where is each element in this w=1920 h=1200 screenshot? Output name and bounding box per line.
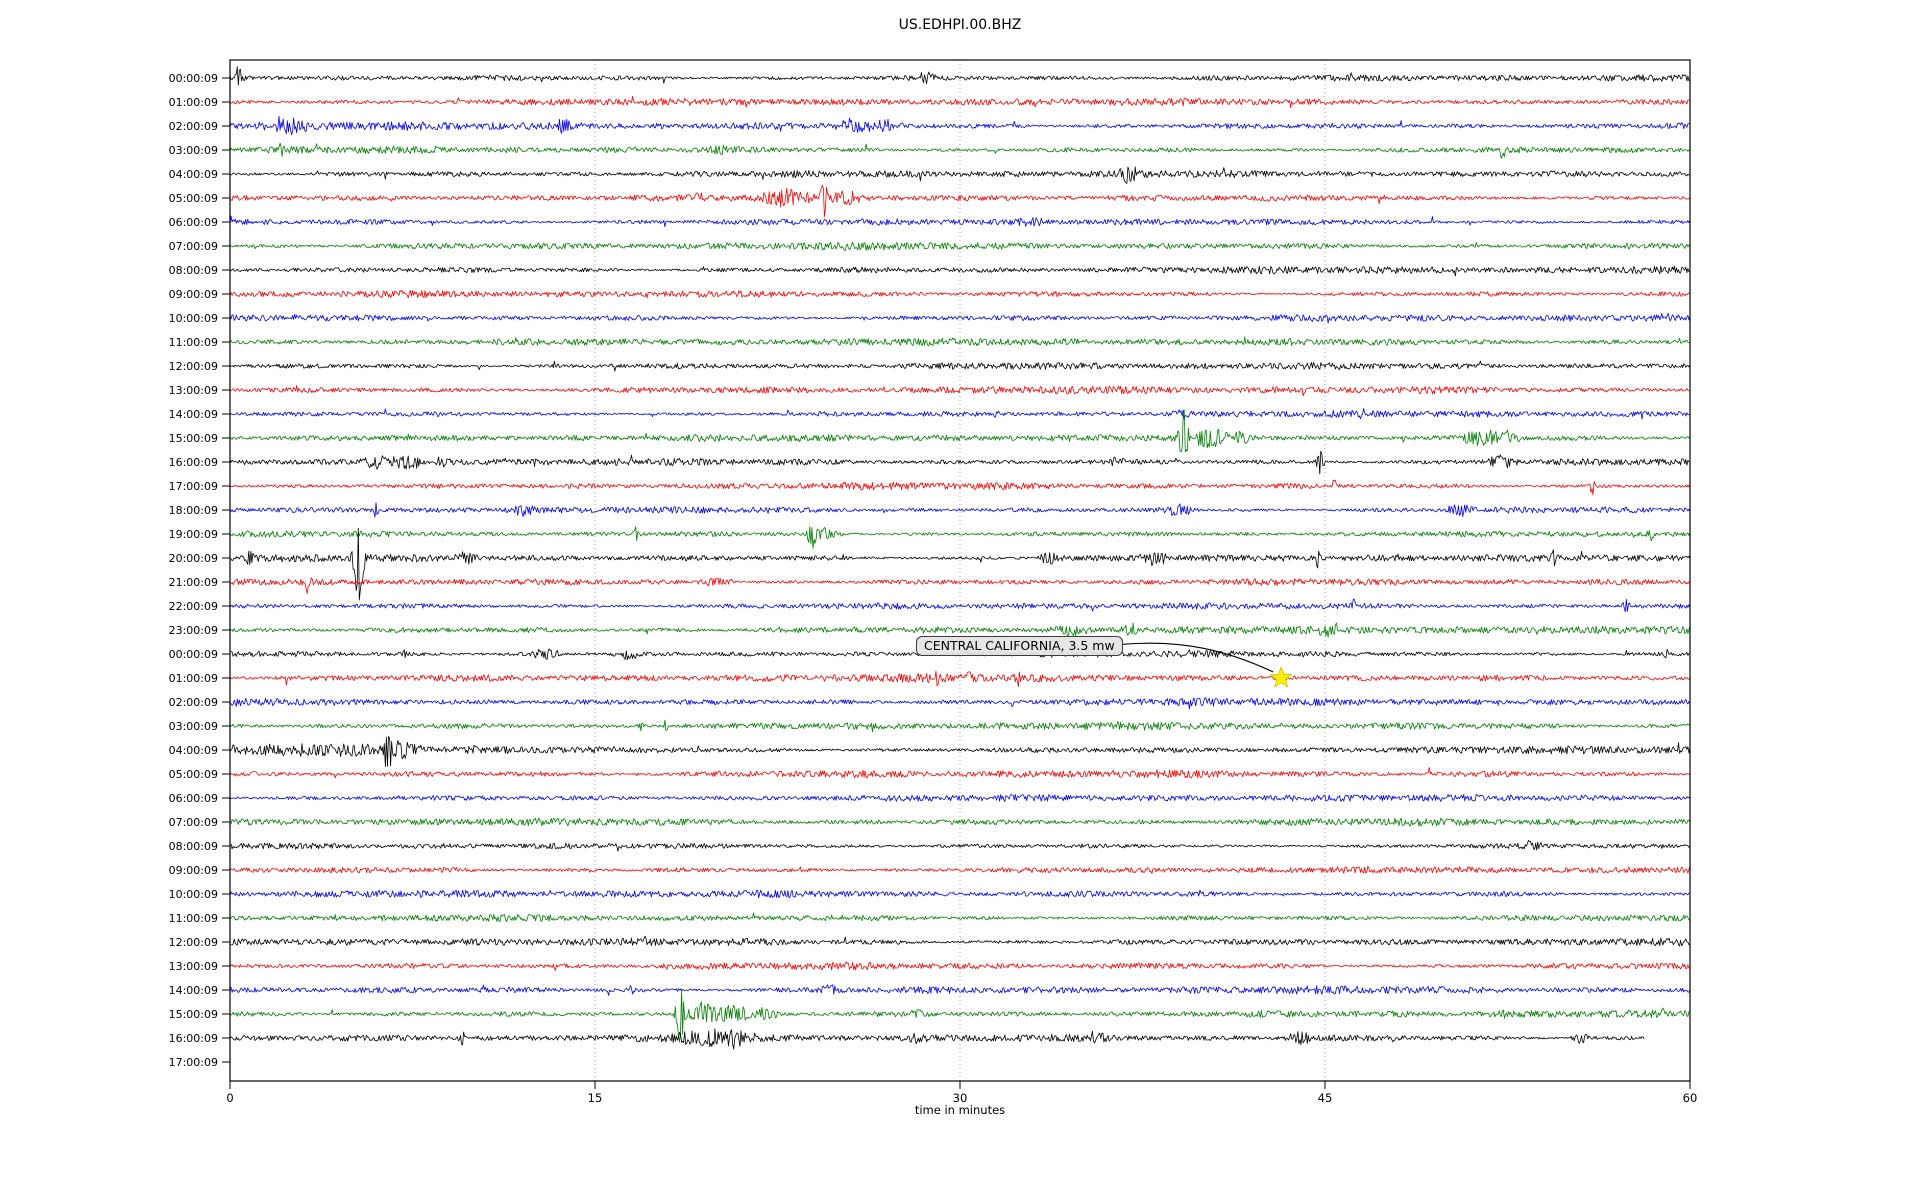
seismogram-trace (229, 527, 1691, 601)
row-time-label: 16:00:09 (169, 456, 218, 469)
row-time-label: 02:00:09 (169, 120, 218, 133)
seismogram-trace (229, 166, 1691, 184)
row-time-label: 05:00:09 (169, 768, 218, 781)
annotation-pointer-line (1121, 642, 1274, 673)
seismogram-trace (229, 336, 1691, 347)
row-time-label: 13:00:09 (169, 960, 218, 973)
row-time-label: 19:00:09 (169, 528, 218, 541)
row-time-label: 00:00:09 (169, 648, 218, 661)
event-star-marker (1269, 665, 1293, 688)
seismogram-trace (229, 912, 1691, 923)
seismogram-trace (229, 697, 1691, 710)
row-time-label: 14:00:09 (169, 984, 218, 997)
row-time-label: 02:00:09 (169, 696, 218, 709)
row-time-label: 07:00:09 (169, 240, 218, 253)
plot-frame (229, 59, 1691, 1082)
seismogram-trace (229, 265, 1691, 277)
seismogram-trace (229, 360, 1691, 372)
row-time-label: 04:00:09 (169, 744, 218, 757)
row-time-label: 12:00:09 (169, 360, 218, 373)
seismogram-trace (229, 526, 1691, 549)
row-time-label: 09:00:09 (169, 288, 218, 301)
seismogram-trace (229, 289, 1691, 299)
seismogram-trace (229, 241, 1691, 251)
row-time-label: 00:00:09 (169, 72, 218, 85)
seismogram-trace (229, 384, 1691, 397)
row-time-label: 16:00:09 (169, 1032, 218, 1045)
seismogram-trace (229, 719, 1691, 733)
row-time-label: 14:00:09 (169, 408, 218, 421)
event-annotation-label: CENTRAL CALIFORNIA, 3.5 mw (916, 636, 1123, 656)
row-time-label: 04:00:09 (169, 168, 218, 181)
row-time-label: 13:00:09 (169, 384, 218, 397)
seismogram-trace (230, 408, 1691, 420)
seismogram-trace (229, 115, 1691, 136)
seismogram-trace (229, 142, 1691, 159)
row-time-label: 03:00:09 (169, 144, 218, 157)
row-time-label: 18:00:09 (169, 504, 218, 517)
seismogram-trace (229, 184, 1691, 218)
x-tick-label: 60 (1683, 1091, 1698, 1105)
seismogram-trace (229, 312, 1691, 324)
seismogram-trace (229, 988, 1691, 1043)
seismogram-trace (229, 622, 1691, 638)
seismogram-trace (229, 670, 1691, 687)
row-time-label: 06:00:09 (169, 216, 218, 229)
row-time-label: 23:00:09 (169, 624, 218, 637)
seismogram-trace (229, 96, 1691, 109)
row-time-label: 07:00:09 (169, 816, 218, 829)
seismogram-trace (229, 66, 1691, 86)
row-time-label: 08:00:09 (169, 840, 218, 853)
row-time-label: 21:00:09 (169, 576, 218, 589)
row-time-label: 09:00:09 (169, 864, 218, 877)
seismogram-trace (229, 450, 1691, 475)
row-time-label: 20:00:09 (169, 552, 218, 565)
row-time-label: 17:00:09 (169, 480, 218, 493)
row-time-label: 10:00:09 (169, 312, 218, 325)
seismogram-trace (229, 479, 1691, 496)
row-time-label: 12:00:09 (169, 936, 218, 949)
seismogram-trace (229, 961, 1691, 971)
x-axis-title: time in minutes (914, 1103, 1006, 1117)
row-time-label: 06:00:09 (169, 792, 218, 805)
seismogram-trace (229, 577, 1691, 594)
seismogram-trace (229, 935, 1691, 947)
seismogram-trace (229, 984, 1691, 996)
row-time-label: 11:00:09 (169, 336, 218, 349)
x-tick-label: 30 (953, 1091, 968, 1105)
row-time-label: 03:00:09 (169, 720, 218, 733)
x-tick-label: 45 (1318, 1091, 1333, 1105)
row-time-label: 05:00:09 (169, 192, 218, 205)
seismogram-trace (229, 865, 1691, 874)
row-time-label: 01:00:09 (169, 672, 218, 685)
row-time-label: 10:00:09 (169, 888, 218, 901)
seismogram-trace (229, 1028, 1645, 1050)
plot-title: US.EDHPI.00.BHZ (898, 17, 1022, 33)
row-time-label: 08:00:09 (169, 264, 218, 277)
row-time-label: 17:00:09 (169, 1056, 218, 1069)
seismogram-trace (229, 598, 1691, 613)
seismogram-trace (229, 889, 1691, 899)
seismogram-trace (229, 502, 1691, 518)
row-time-label: 22:00:09 (169, 600, 218, 613)
seismogram-trace (229, 794, 1691, 802)
seismogram-trace (229, 736, 1691, 767)
seismogram-trace (229, 409, 1691, 453)
row-time-label: 15:00:09 (169, 1008, 218, 1021)
seismogram-trace (229, 215, 1691, 228)
row-time-label: 11:00:09 (169, 912, 218, 925)
row-time-label: 15:00:09 (169, 432, 218, 445)
x-tick-label: 0 (226, 1091, 233, 1105)
x-tick-label: 15 (588, 1091, 603, 1105)
seismogram-trace (229, 817, 1691, 827)
seismogram-trace (229, 840, 1691, 852)
row-time-label: 01:00:09 (169, 96, 218, 109)
seismogram-trace (229, 767, 1691, 779)
